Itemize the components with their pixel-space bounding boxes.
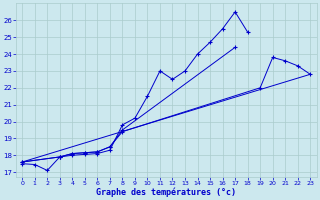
X-axis label: Graphe des températures (°c): Graphe des températures (°c) [96,187,236,197]
